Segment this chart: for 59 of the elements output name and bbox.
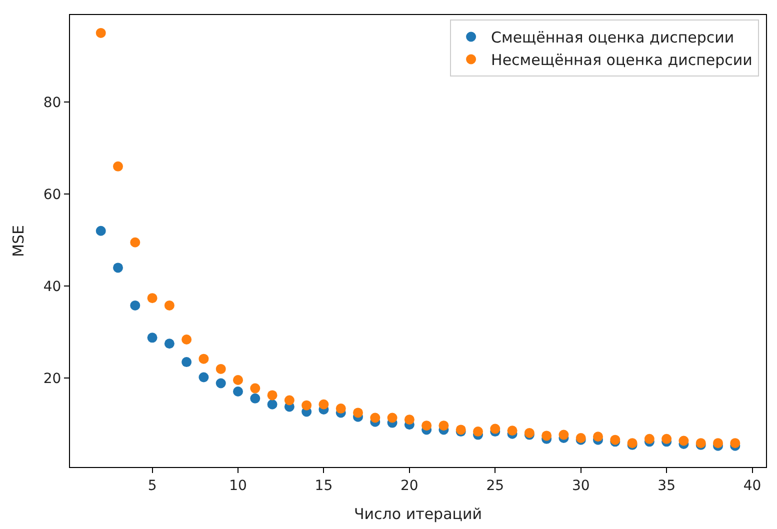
point xyxy=(473,426,483,437)
point xyxy=(182,357,192,368)
point xyxy=(198,354,209,364)
y-tick-label: 20 xyxy=(43,371,62,388)
point xyxy=(284,395,294,406)
point xyxy=(182,334,192,344)
point xyxy=(353,408,363,418)
point xyxy=(438,420,449,431)
x-tick-label: 40 xyxy=(743,478,762,494)
point xyxy=(198,372,209,382)
point xyxy=(490,424,500,434)
x-tick-label: 20 xyxy=(400,478,418,494)
point xyxy=(730,438,740,448)
legend-label: Несмещённая оценка дисперсии xyxy=(491,51,752,70)
point xyxy=(130,300,140,310)
point xyxy=(164,338,174,349)
y-tick-label: 60 xyxy=(43,186,62,203)
y-tick-label: 80 xyxy=(43,94,62,111)
point xyxy=(233,375,243,386)
point xyxy=(113,262,123,273)
point xyxy=(387,412,398,423)
point xyxy=(267,390,278,400)
point xyxy=(250,383,260,394)
point xyxy=(404,414,414,425)
point xyxy=(678,436,689,446)
point xyxy=(233,386,243,397)
y-axis-title: MSE xyxy=(10,225,28,257)
point xyxy=(422,420,432,431)
x-axis-title: Число итераций xyxy=(354,504,482,523)
point xyxy=(558,430,569,440)
x-tick-label: 25 xyxy=(486,478,504,494)
point xyxy=(302,400,312,410)
point xyxy=(96,28,106,38)
point xyxy=(318,399,329,410)
point xyxy=(336,404,346,414)
x-tick-label: 35 xyxy=(658,478,676,494)
x-tick-label: 15 xyxy=(314,478,333,494)
point xyxy=(662,434,672,444)
point xyxy=(370,412,380,423)
point xyxy=(216,378,226,388)
point xyxy=(130,237,140,248)
point xyxy=(267,399,278,410)
point xyxy=(644,434,654,444)
x-tick-label: 30 xyxy=(572,478,590,494)
legend-label: Смещённая оценка дисперсии xyxy=(491,28,734,47)
point xyxy=(113,161,123,172)
point xyxy=(507,426,518,436)
point xyxy=(713,438,723,448)
point xyxy=(96,226,106,236)
point xyxy=(164,300,174,310)
point xyxy=(542,430,552,441)
point xyxy=(250,393,260,404)
x-tick-label: 5 xyxy=(148,478,157,494)
y-tick-label: 40 xyxy=(43,279,62,296)
point xyxy=(147,293,158,304)
point xyxy=(593,432,603,442)
x-tick-label: 10 xyxy=(229,478,247,494)
point xyxy=(216,364,226,374)
point xyxy=(147,332,158,343)
